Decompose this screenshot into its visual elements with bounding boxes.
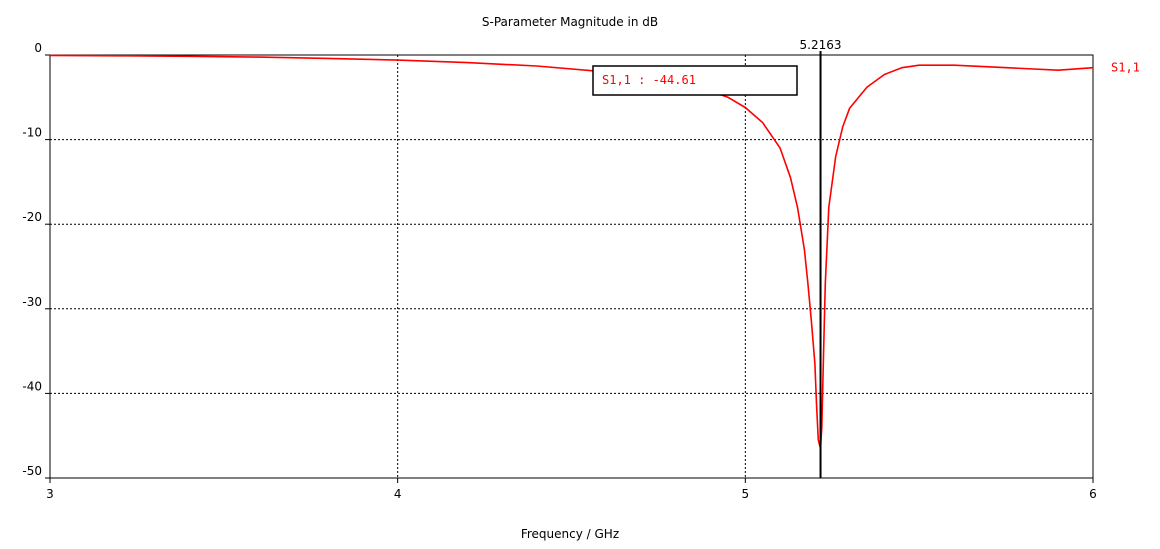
y-tick-label: -40 — [22, 379, 42, 393]
x-tick-label: 6 — [1089, 487, 1097, 501]
y-tick-label: -30 — [22, 295, 42, 309]
series-label-s11: S1,1 — [1111, 61, 1140, 75]
x-tick-label: 3 — [46, 487, 54, 501]
marker-layer: 5.2163 — [800, 38, 842, 478]
axis-ticks: 3 4 5 6 0 -10 -20 -30 -40 -50 — [22, 41, 1096, 501]
marker-label: 5.2163 — [800, 38, 842, 52]
annotation-layer: S1,1 : -44.61 — [592, 65, 798, 96]
series-line-s11 — [49, 54, 1094, 450]
x-axis-label: Frequency / GHz — [521, 527, 619, 541]
y-tick-label: -20 — [22, 210, 42, 224]
y-tick-label: 0 — [34, 41, 42, 55]
y-tick-label: -10 — [22, 126, 42, 140]
grid — [50, 55, 1093, 478]
series-layer: S1,1 — [49, 54, 1140, 450]
annotation-text: S1,1 : -44.61 — [602, 73, 696, 87]
x-tick-label: 4 — [394, 487, 402, 501]
x-tick-label: 5 — [742, 487, 750, 501]
y-tick-label: -50 — [22, 464, 42, 478]
chart-title: S-Parameter Magnitude in dB — [482, 15, 658, 29]
plot-frame — [49, 54, 1094, 479]
annotation-box — [592, 65, 798, 96]
